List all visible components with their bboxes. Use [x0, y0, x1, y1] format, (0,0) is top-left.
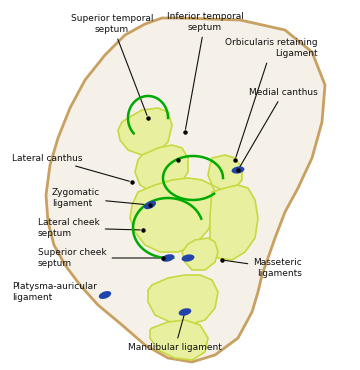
Ellipse shape — [144, 201, 156, 209]
Text: Superior temporal
septum: Superior temporal septum — [71, 14, 153, 115]
Polygon shape — [135, 145, 188, 192]
Polygon shape — [148, 275, 218, 325]
Text: Platysma-auricular
ligament: Platysma-auricular ligament — [12, 282, 105, 302]
Polygon shape — [118, 108, 172, 155]
Polygon shape — [46, 18, 325, 362]
Text: Mandibular ligament: Mandibular ligament — [128, 314, 222, 353]
Text: Medial canthus: Medial canthus — [239, 87, 318, 168]
Ellipse shape — [162, 254, 174, 262]
Polygon shape — [130, 178, 218, 252]
Polygon shape — [208, 155, 242, 190]
Text: Orbicularis retaining
Ligament: Orbicularis retaining Ligament — [225, 38, 318, 157]
Polygon shape — [182, 238, 218, 270]
Ellipse shape — [99, 291, 111, 299]
Text: Superior cheek
septum: Superior cheek septum — [38, 248, 160, 268]
Polygon shape — [150, 320, 208, 360]
Ellipse shape — [231, 166, 244, 174]
Ellipse shape — [179, 308, 192, 316]
Text: Masseteric
ligaments: Masseteric ligaments — [225, 258, 302, 278]
Text: Lateral canthus: Lateral canthus — [12, 154, 129, 181]
Polygon shape — [210, 185, 258, 260]
Text: Zygomatic
ligament: Zygomatic ligament — [52, 188, 147, 208]
Text: Lateral cheek
septum: Lateral cheek septum — [38, 218, 140, 238]
Ellipse shape — [181, 254, 194, 262]
Text: Inferior temporal
septum: Inferior temporal septum — [167, 12, 243, 129]
